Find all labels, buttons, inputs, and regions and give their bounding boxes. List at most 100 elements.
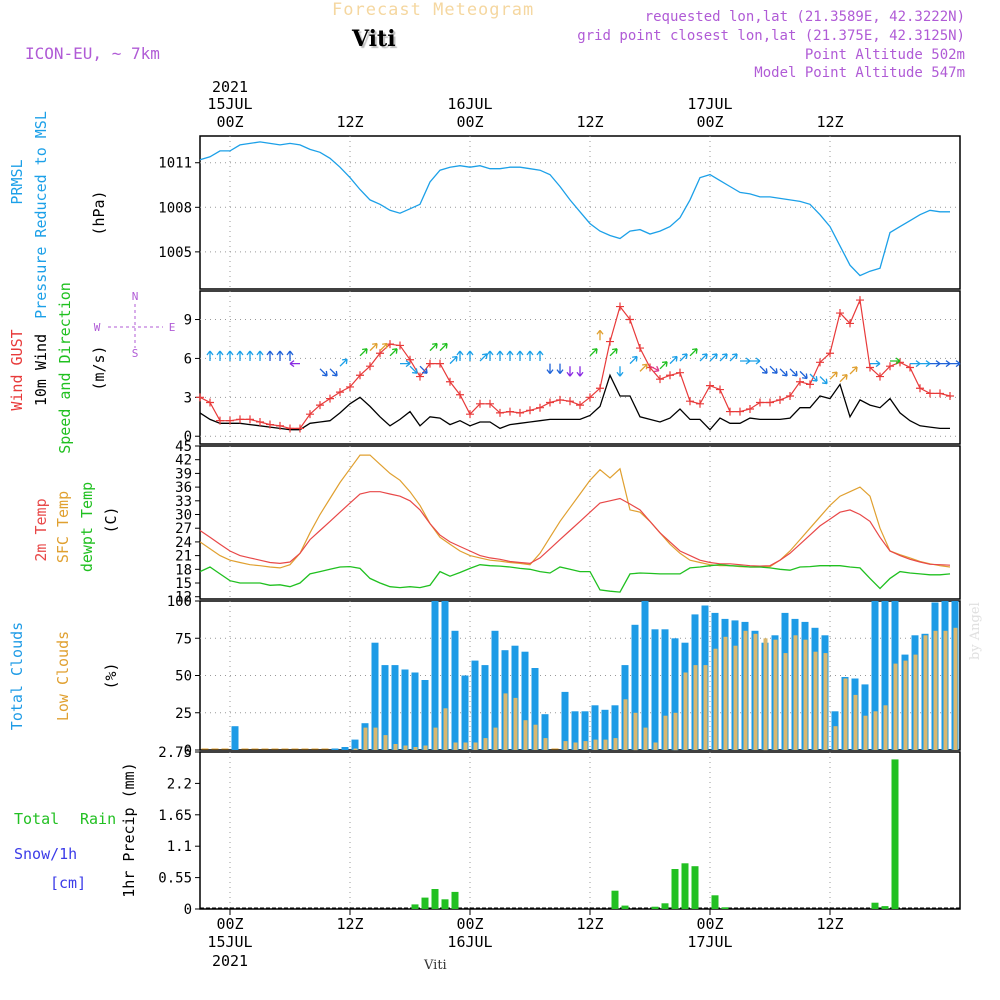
gust-marker [756,398,764,407]
low-cloud-bar [453,742,458,750]
gust-marker [596,384,604,393]
precip-ytick-label: 0 [184,902,192,918]
wind-direction-arrow [799,370,808,380]
total-cloud-bar [351,739,359,750]
compass-e: E [169,321,176,334]
low-cloud-bar [533,724,538,750]
wind-direction-arrow [709,353,718,362]
pressure-ytick-label: 1005 [158,245,192,261]
gust-marker [886,362,894,371]
low-cloud-bar [603,739,608,750]
low-cloud-bar [413,747,418,750]
low-cloud-bar [713,648,718,750]
wind-speed-line [199,373,950,431]
wind-direction-arrow [616,366,624,377]
temperature-ytick-label: 33 [175,494,192,510]
low-cloud-bar [353,748,358,750]
precip-ytick-label: 2.75 [158,745,192,761]
wind-gust-line [199,297,951,429]
temp2m-line [199,491,951,567]
gust-marker [806,380,814,389]
rain-bar [451,891,459,909]
rain-bar [721,907,729,909]
low-cloud-bar [653,742,658,750]
precip-rain-label: Rain [80,810,116,828]
gust-marker [366,362,374,371]
wind-direction-arrow [409,365,418,374]
wind-direction-arrow [779,368,788,377]
low-cloud-bar [913,654,918,750]
gust-marker [936,389,944,398]
low-cloud-bar [663,715,668,750]
wind-direction-arrow [910,360,921,368]
gust-marker [636,344,644,353]
temperature-ytick-label: 42 [175,453,192,469]
low-cloud-bar [793,635,798,750]
total-cloud-bar [601,709,609,750]
wind-direction-arrow [566,366,574,377]
total-cloud-bar [431,601,439,750]
low-cloud-bar [943,630,948,750]
wind-frame [199,290,961,445]
total-cloud-bar [331,748,339,750]
low-cloud-bar [813,651,818,750]
low-cloud-bar [583,741,588,750]
gust-marker [496,408,504,417]
temperature-ytick-label: 12 [175,590,192,606]
top-axis-hour: 12Z [576,113,603,131]
gust-label: Wind GUST [8,329,26,410]
rain-bar [431,889,439,909]
rain-bar [651,906,659,909]
wind-direction-arrow [576,366,584,377]
low-cloud-bar [633,712,638,751]
gust-marker [736,407,744,416]
gust-marker [416,372,424,381]
wind-direction-arrow [419,365,428,374]
precip-total-label: Total [14,810,59,828]
gust-marker [346,382,354,391]
precip-snow-unit: [cm] [50,874,86,892]
total-cloud-bar [671,638,679,751]
temperature-ytick-label: 15 [175,576,192,592]
wind-direction-arrow [236,350,244,362]
clouds-ytick-label: 0 [184,743,192,759]
wind-direction-arrow [689,348,698,357]
low-cloud-bar [363,727,368,750]
gust-marker [486,399,494,408]
gust-marker [546,398,554,407]
low-cloud-bar [443,708,448,750]
gust-marker [916,384,924,393]
wind-direction-arrow [609,348,618,357]
low-cloud-bar [923,635,928,750]
gust-marker [566,397,574,406]
gust-marker [786,392,794,401]
temp-unit: (C) [102,506,120,533]
wind-direction-arrow [870,360,881,368]
wind-direction-arrow [536,350,544,362]
gust-marker [816,358,824,367]
wind-direction-arrow [266,350,274,362]
wind-direction-arrow [629,355,638,365]
rain-bar [691,866,699,909]
gust-marker [946,392,954,401]
gust-marker [906,363,914,372]
low-cloud-bar [473,742,478,750]
total-cloud-bar [571,711,579,750]
precip-ytick-label: 1.65 [158,808,192,824]
low-cloud-bar [743,630,748,750]
wind-direction-arrow [729,353,738,362]
bottom-axis-date: 15JUL [207,933,252,951]
gust-marker [696,399,704,408]
rain-bar [411,904,419,909]
gust-marker [516,408,524,417]
gust-marker [426,359,434,368]
gust-marker [746,404,754,413]
wind-direction-arrow [699,353,708,362]
gust-marker [306,410,314,419]
total-cloud-bar [371,642,379,750]
total-cloud-bar [461,675,469,750]
low-cloud-bar [863,715,868,750]
wind-direction-arrow [839,374,848,383]
gust-marker [266,420,274,429]
gust-marker [286,424,294,433]
